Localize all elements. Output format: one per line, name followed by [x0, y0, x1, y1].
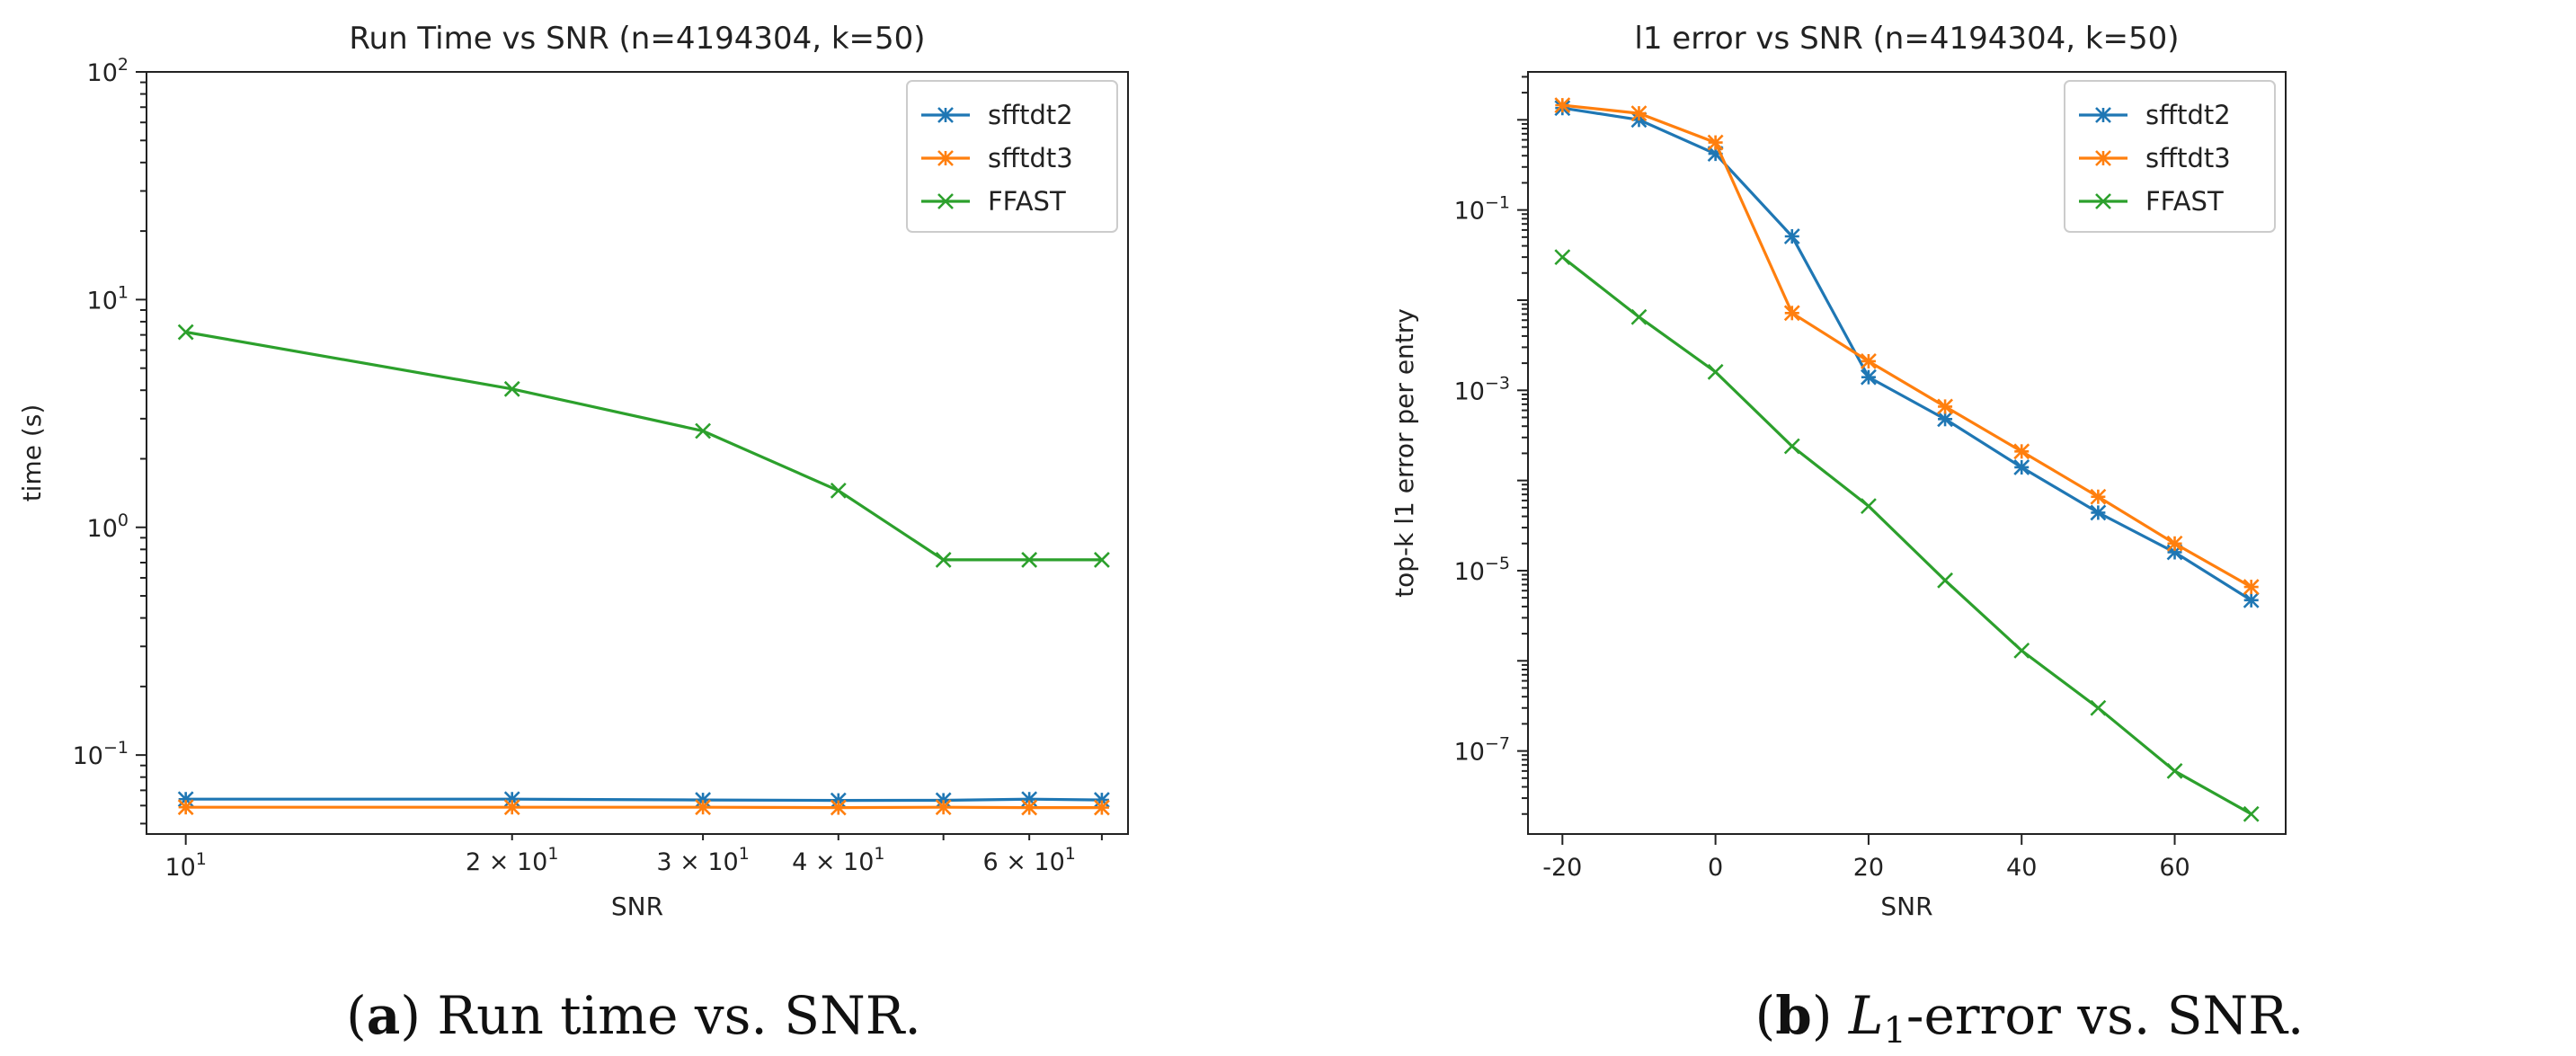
- charta-series-sfftdt3-point-0: [177, 799, 194, 816]
- charta-axes-frame: [146, 71, 1129, 835]
- chartb-legend-marker-FFAST: [2095, 193, 2111, 209]
- charta-legend-marker-FFAST: [937, 193, 954, 209]
- charta-series-sfftdt3-point-3: [830, 799, 847, 816]
- charta-ylabel: time (s): [17, 404, 47, 502]
- caption-a-text: Run time vs. SNR.: [421, 985, 921, 1046]
- chartb-series-FFAST-point-8: [2166, 762, 2183, 779]
- chartb-series-sfftdt2-point-5: [1937, 411, 1953, 428]
- chartb-legend-label-FFAST: FFAST: [2145, 186, 2224, 217]
- charta-series-FFAST-point-5: [1021, 551, 1038, 568]
- charta-legend-marker-sfftdt3: [937, 150, 954, 166]
- chartb-series-sfftdt3-point-4: [1861, 353, 1877, 369]
- chartb-series-FFAST-point-3: [1783, 438, 1800, 455]
- caption-b: (b) L1-error vs. SNR.: [1755, 985, 2305, 1052]
- charta-ytick-label-2: 101: [87, 282, 129, 315]
- charta-legend-marker-sfftdt2: [937, 107, 954, 123]
- chartb-series-sfftdt3-point-5: [1937, 398, 1953, 415]
- chartb-xtick-label-3: 40: [2006, 854, 2037, 882]
- charta-series-sfftdt3-point-2: [695, 799, 712, 816]
- chartb-series-sfftdt3-point-3: [1783, 305, 1800, 322]
- chartb-xlabel: SNR: [1880, 892, 1932, 921]
- chartb-legend-marker-sfftdt3: [2095, 150, 2111, 166]
- charta-series-FFAST-point-2: [695, 422, 712, 439]
- chartb-series-sfftdt2-point-3: [1783, 228, 1800, 244]
- chartb-series-sfftdt3-point-6: [2013, 443, 2030, 460]
- charta-series-sfftdt3-point-5: [1021, 799, 1038, 816]
- caption-b-text: -error vs. SNR.: [1906, 985, 2304, 1046]
- charta-legend-box: [906, 80, 1118, 233]
- charta-series-FFAST-point-0: [177, 324, 194, 341]
- chartb-series-FFAST-point-4: [1861, 498, 1877, 515]
- chartb-series-FFAST-point-7: [2090, 699, 2107, 716]
- chartb-ylabel: top-k l1 error per entry: [1390, 308, 1419, 598]
- charta-ytick-label-1: 100: [87, 510, 129, 543]
- charta-series-FFAST-point-6: [1093, 551, 1110, 568]
- chartb-series-sfftdt3-line: [1562, 103, 2252, 589]
- charta-ytick-label-3: 102: [87, 55, 129, 87]
- chartb-series-sfftdt3-point-8: [2166, 535, 2183, 552]
- charta-xlabel: SNR: [611, 892, 663, 921]
- chartb-series-sfftdt3-point-7: [2090, 488, 2107, 505]
- chartb-ytick-label-2: 10−5: [1454, 554, 1510, 586]
- chartb-legend-box: [2064, 80, 2276, 233]
- chartb-legend-label-sfftdt3: sfftdt3: [2145, 143, 2231, 173]
- chartb-series-sfftdt3-point-1: [1630, 105, 1648, 122]
- charta-series-sfftdt3-point-6: [1093, 799, 1110, 816]
- chartb-ytick-label-3: 10−7: [1454, 734, 1510, 767]
- charta-series-sfftdt3-point-1: [503, 799, 520, 816]
- chartb-title: l1 error vs SNR (n=4194304, k=50): [1634, 21, 2179, 57]
- charta-xtick-label-minor-0: 2 × 101: [466, 844, 558, 876]
- charta-xtick-label-minor-2: 4 × 101: [792, 844, 884, 876]
- chartb-legend-label-sfftdt2: sfftdt2: [2145, 100, 2231, 130]
- caption-b-letter: b: [1775, 985, 1812, 1046]
- caption-b-symbol: L: [1848, 985, 1884, 1046]
- chartb-series-FFAST-point-2: [1707, 363, 1724, 380]
- chartb-series-sfftdt2-point-6: [2013, 459, 2030, 475]
- charta-xtick-label-minor-3: 6 × 101: [982, 844, 1075, 876]
- chartb-series-sfftdt3-point-0: [1554, 97, 1571, 114]
- charta-ytick-label-0: 10−1: [73, 738, 129, 770]
- chartb-series-sfftdt2-point-4: [1861, 368, 1877, 386]
- chartb-series-FFAST-point-0: [1554, 249, 1571, 266]
- charta-series-FFAST-point-1: [503, 380, 520, 397]
- chartb-series-sfftdt3-point-2: [1707, 134, 1724, 151]
- charta-series-FFAST-point-3: [830, 482, 847, 499]
- charta-series-sfftdt2-point-2: [695, 792, 712, 809]
- chart-l1-error-vs-snr: l1 error vs SNR (n=4194304, k=50) SNR top-…: [1390, 21, 2287, 921]
- charta-series-FFAST-point-4: [935, 551, 952, 568]
- chartb-xtick-label-4: 60: [2159, 854, 2190, 882]
- chartb-series-FFAST-line: [1561, 255, 2252, 816]
- caption-a: (a) Run time vs. SNR.: [346, 985, 921, 1046]
- chartb-ytick-label-0: 10−1: [1454, 193, 1510, 226]
- chartb-ytick-label-1: 10−3: [1454, 373, 1510, 405]
- charta-legend-label-sfftdt2: sfftdt2: [988, 100, 1073, 130]
- chart-runtime-vs-snr: Run Time vs SNR (n=4194304, k=50) SNR time…: [17, 21, 1129, 921]
- charta-xtick-label-minor-1: 3 × 101: [656, 844, 749, 876]
- chartb-series-FFAST-point-1: [1630, 308, 1648, 325]
- chartb-series-sfftdt3-point-9: [2243, 579, 2260, 595]
- chartb-xtick-label-1: 0: [1708, 854, 1723, 882]
- chartb-series-sfftdt2-line: [1562, 106, 2252, 602]
- charta-title: Run Time vs SNR (n=4194304, k=50): [349, 21, 925, 57]
- charta-series-sfftdt3-point-4: [935, 799, 952, 816]
- caption-a-letter: a: [367, 985, 401, 1046]
- chartb-series-FFAST-point-6: [2013, 642, 2030, 659]
- chartb-series-FFAST-point-5: [1937, 572, 1953, 589]
- charta-legend-label-sfftdt3: sfftdt3: [988, 143, 1073, 173]
- chartb-xtick-label-2: 20: [1853, 854, 1884, 882]
- charta-legend-label-FFAST: FFAST: [988, 186, 1066, 217]
- charta-xtick-label-major-0: 101: [164, 849, 206, 882]
- chartb-xtick-label-0: -20: [1542, 854, 1582, 882]
- charta-series-sfftdt2-line: [185, 797, 1102, 803]
- chartb-series-sfftdt2-point-7: [2090, 504, 2107, 521]
- chartb-series-sfftdt2-point-9: [2243, 591, 2260, 608]
- caption-b-subscript: 1: [1883, 1010, 1905, 1052]
- chartb-legend-marker-sfftdt2: [2095, 107, 2111, 123]
- chartb-series-FFAST-point-9: [2243, 805, 2260, 822]
- charta-series-FFAST-line: [185, 330, 1102, 562]
